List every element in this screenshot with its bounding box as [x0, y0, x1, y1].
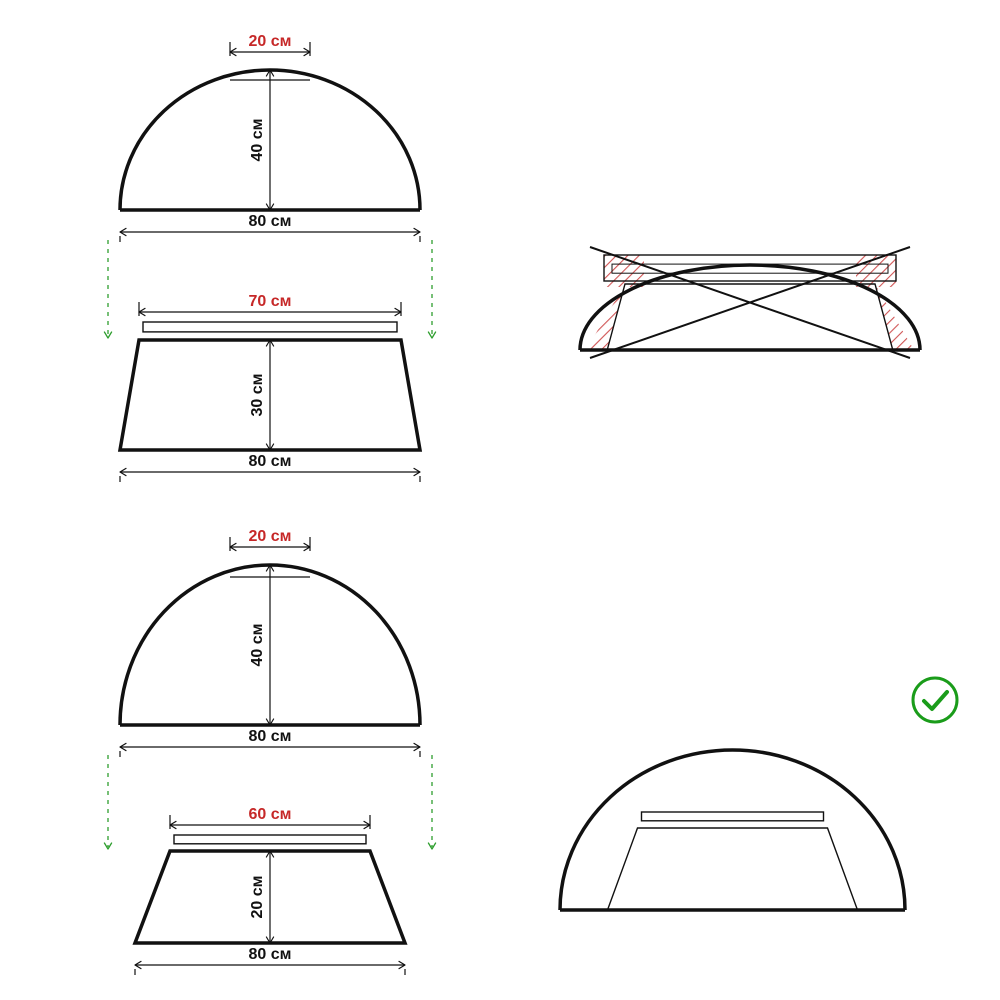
svg-text:40 см: 40 см	[249, 119, 266, 162]
right-bench	[608, 828, 858, 910]
svg-text:20 см: 20 см	[249, 33, 292, 50]
check-icon	[913, 678, 957, 722]
svg-text:80 см: 80 см	[249, 213, 292, 230]
bench1-slab	[143, 322, 397, 332]
svg-text:60 см: 60 см	[249, 806, 292, 823]
svg-text:30 см: 30 см	[249, 374, 266, 417]
svg-text:70 см: 70 см	[249, 293, 292, 310]
right-dome	[560, 750, 905, 910]
svg-text:20 см: 20 см	[249, 876, 266, 919]
svg-text:20 см: 20 см	[249, 528, 292, 545]
svg-text:80 см: 80 см	[249, 453, 292, 470]
svg-text:80 см: 80 см	[249, 728, 292, 745]
svg-text:40 см: 40 см	[249, 624, 266, 667]
svg-text:80 см: 80 см	[249, 946, 292, 963]
